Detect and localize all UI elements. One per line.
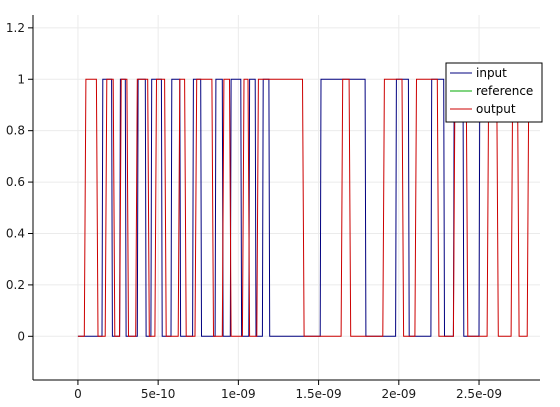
x-tick-label: 1e-09 — [221, 387, 256, 401]
y-tick-label: 0.2 — [6, 278, 25, 292]
y-tick-label: 1.2 — [6, 21, 25, 35]
y-tick-label: 0 — [17, 329, 25, 343]
series-line-output — [77, 78, 537, 337]
x-tick-label: 2e-09 — [381, 387, 416, 401]
legend-label-reference: reference — [476, 84, 533, 98]
legend-label-output: output — [476, 102, 516, 116]
legend-label-input: input — [476, 66, 507, 80]
y-tick-label: 0.4 — [6, 226, 25, 240]
axes — [32, 15, 540, 381]
x-tick-label: 2.5e-09 — [456, 387, 502, 401]
tick-marks-and-labels: 0 5e-10 1e-09 1.5e-09 2e-09 2.5e-09 0 0.2 0.4 0.6… — [6, 21, 502, 401]
x-tick-label: 1.5e-09 — [296, 387, 342, 401]
y-tick-label: 0.8 — [6, 124, 25, 138]
x-tick-label: 0 — [74, 387, 82, 401]
x-tick-label: 5e-10 — [141, 387, 176, 401]
series-lines — [77, 78, 537, 337]
y-tick-label: 1 — [17, 72, 25, 86]
legend: input reference output — [445, 62, 543, 123]
y-tick-label: 0.6 — [6, 175, 25, 189]
